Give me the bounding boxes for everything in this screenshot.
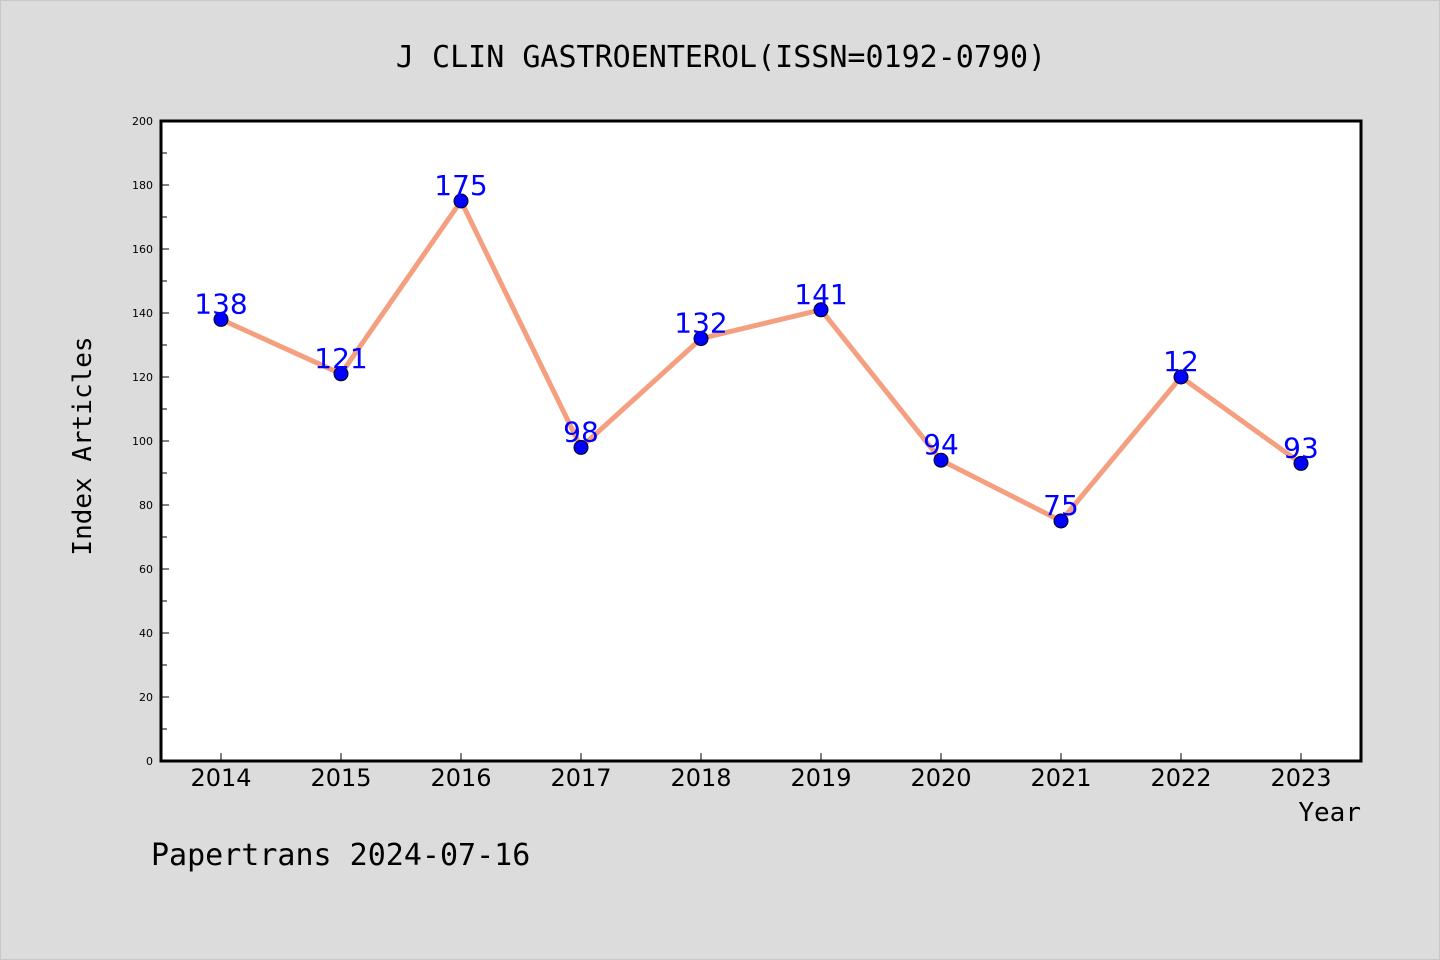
x-tick-label-6: 2020 (910, 764, 971, 792)
data-label-2023: 93 (1283, 431, 1319, 464)
data-label-2018: 132 (674, 307, 727, 340)
y-tick-label-1: 20 (139, 691, 153, 704)
y-axis: 0 20 40 60 80 100 120 140 160 180 200 (132, 115, 169, 768)
footer-credit: Papertrans 2024-07-16 (151, 838, 530, 873)
data-point-2021 (1053, 513, 1069, 529)
data-point-2019 (813, 302, 829, 318)
y-tick-label-0: 0 (146, 755, 153, 768)
data-label-2020: 94 (923, 428, 959, 461)
x-tick-label-2: 2016 (430, 764, 491, 792)
plot-area (159, 119, 1363, 763)
y-tick-label-6: 120 (132, 371, 153, 384)
x-tick-label-4: 2018 (670, 764, 731, 792)
x-tick-label-9: 2023 (1270, 764, 1331, 792)
x-axis: 2014 2015 2016 2017 2018 2019 2020 2021 2022 2023 (190, 753, 1332, 792)
x-tick-label-8: 2022 (1150, 764, 1211, 792)
x-tick-label-1: 2015 (310, 764, 371, 792)
x-axis-label: Year (1298, 798, 1361, 828)
data-point-2017 (573, 439, 589, 455)
y-tick-label-4: 80 (139, 499, 153, 512)
x-tick-label-3: 2017 (550, 764, 611, 792)
series-line (219, 198, 1303, 524)
data-point-2016 (453, 193, 469, 209)
y-tick-label-3: 60 (139, 563, 153, 576)
data-label-2021: 75 (1043, 489, 1079, 522)
data-point-2015 (333, 366, 349, 382)
data-point-2018 (693, 331, 709, 347)
y-tick-label-5: 100 (132, 435, 153, 448)
y-axis-label: Index Articles (68, 336, 98, 555)
data-label-2014: 138 (194, 287, 247, 320)
y-tick-label-9: 180 (132, 179, 153, 192)
x-tick-label-0: 2014 (190, 764, 251, 792)
data-point-2022 (1173, 369, 1189, 385)
data-label-2015: 121 (314, 342, 367, 375)
y-tick-label-8: 160 (132, 243, 153, 256)
data-label-2016: 175 (434, 169, 487, 202)
y-tick-label-7: 140 (132, 307, 153, 320)
chart-title: J CLIN GASTROENTEROL(ISSN=0192-0790) (396, 40, 1046, 75)
y-tick-label-2: 40 (139, 627, 153, 640)
data-point-2014 (213, 311, 229, 327)
y-tick-label-10: 200 (132, 115, 153, 128)
data-label-2019: 141 (794, 278, 847, 311)
data-point-2023 (1293, 455, 1309, 471)
data-label-2017: 98 (563, 415, 599, 448)
x-tick-label-7: 2021 (1030, 764, 1091, 792)
data-label-2022: 12 (1163, 345, 1199, 378)
x-tick-label-5: 2019 (790, 764, 851, 792)
series-group: 138 121 175 98 132 141 94 75 12 93 (194, 169, 1319, 529)
data-point-2020 (933, 452, 949, 468)
